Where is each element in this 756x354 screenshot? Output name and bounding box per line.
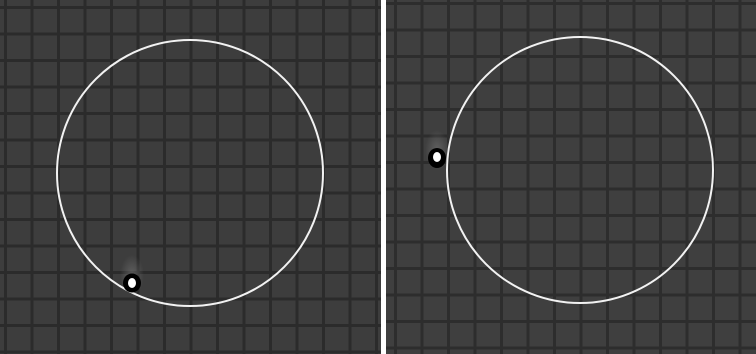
divider: [381, 0, 386, 354]
circle-outline: [56, 39, 324, 307]
grid-surface: [386, 0, 756, 354]
blob-bright: [433, 152, 441, 162]
left-panel: [0, 0, 381, 354]
grid-surface: [0, 0, 381, 354]
right-panel: [386, 0, 756, 354]
circle-outline: [446, 36, 714, 304]
blob-bright: [128, 278, 136, 288]
